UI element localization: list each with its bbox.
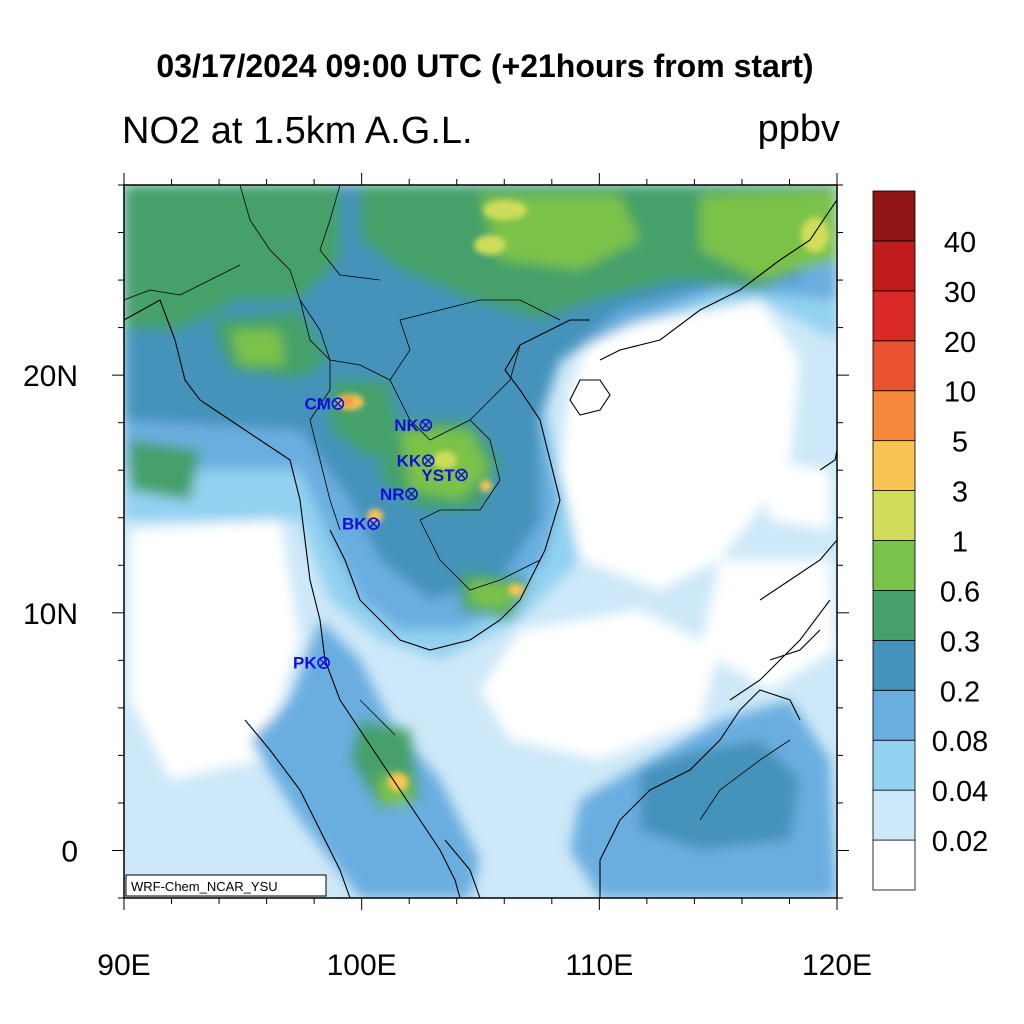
colorbar-swatch — [872, 789, 916, 841]
credit-box — [125, 874, 327, 897]
x-tick-label: 100E — [327, 949, 397, 982]
colorbar-label: 20 — [944, 327, 976, 359]
colorbar-swatch — [872, 540, 916, 591]
borders — [124, 185, 791, 821]
model-credit: WRF-Chem_NCAR_YSU — [131, 879, 278, 894]
colorbar-swatch — [872, 639, 916, 691]
map-frame — [123, 184, 838, 899]
site-marker: PK — [293, 654, 330, 673]
colorbar-swatch — [872, 290, 916, 342]
colorbar-label: 10 — [944, 377, 976, 409]
colorbar-swatch — [872, 689, 916, 741]
map-axes: 90E 100E 110E 120E 0 10N 20N — [23, 173, 872, 982]
colorbar-swatch — [872, 390, 916, 442]
site-marker: NK — [394, 416, 433, 435]
site-marker: CM — [304, 395, 345, 414]
site-marker: NR — [380, 485, 418, 504]
colorbar-label: 0.6 — [940, 576, 980, 608]
site-label: PK — [293, 654, 317, 673]
y-tick-label: 20N — [23, 360, 78, 393]
coastlines — [124, 199, 837, 898]
site-marker: KK — [397, 452, 435, 471]
site-label: NK — [394, 416, 419, 435]
y-tick-label: 10N — [23, 598, 78, 631]
colorbar-swatch — [872, 440, 916, 491]
colorbar-swatch — [872, 590, 916, 641]
colorbar-label: 0.3 — [940, 626, 980, 658]
y-tick-label: 0 — [61, 835, 78, 868]
x-tick-label: 90E — [97, 949, 150, 982]
colorbar-swatch — [872, 340, 916, 392]
colorbar-label: 40 — [944, 227, 976, 259]
main-title: 03/17/2024 09:00 UTC (+21hours from star… — [156, 48, 814, 84]
colorbar-label: 1 — [952, 527, 968, 559]
site-marker: BK — [342, 515, 380, 534]
site-marker: YST — [421, 466, 468, 485]
colorbar-label: 0.04 — [932, 776, 988, 808]
no2-field — [124, 185, 837, 898]
colorbar-swatch — [872, 490, 916, 541]
colorbar-label: 0.02 — [932, 826, 988, 858]
colorbar-swatch — [872, 739, 916, 791]
colorbar-swatch — [872, 240, 916, 292]
colorbar: 0.02 0.04 0.08 0.2 0.3 0.6 1 3 5 10 20 30 40 — [872, 190, 988, 891]
colorbar-label: 5 — [952, 427, 968, 459]
x-tick-label: 120E — [802, 949, 872, 982]
x-tick-label: 110E — [565, 949, 633, 982]
units-title: ppbv — [757, 108, 840, 150]
variable-title: NO2 at 1.5km A.G.L. — [122, 110, 473, 152]
site-label: KK — [397, 452, 422, 471]
colorbar-swatch — [872, 839, 916, 891]
colorbar-label: 0.08 — [932, 726, 988, 758]
site-label: CM — [304, 395, 330, 414]
site-label: NR — [380, 485, 405, 504]
site-label: YST — [421, 466, 455, 485]
colorbar-label: 3 — [952, 477, 968, 509]
colorbar-swatch — [872, 190, 916, 242]
colorbar-label: 30 — [944, 277, 976, 309]
site-label: BK — [342, 515, 367, 534]
colorbar-label: 0.2 — [940, 676, 980, 708]
